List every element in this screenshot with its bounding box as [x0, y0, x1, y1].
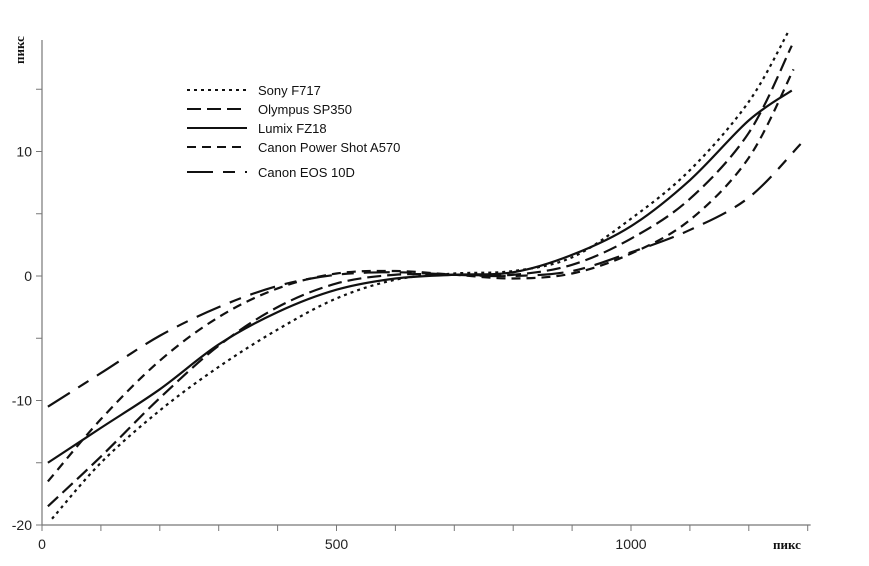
y-tick-label: 0 — [24, 268, 32, 284]
legend-label: Canon EOS 10D — [258, 165, 355, 180]
series-line-0 — [51, 30, 790, 520]
series-lines — [47, 30, 802, 520]
x-tick-label: 0 — [38, 536, 46, 552]
axes: -20 -10 0 10 0 500 1000 — [12, 40, 811, 552]
series-line-4 — [47, 143, 802, 408]
x-tick-label: 500 — [325, 536, 349, 552]
y-tick-label: -20 — [12, 517, 32, 533]
y-tick-label: -10 — [12, 393, 32, 409]
y-axis-label: пикс — [12, 36, 27, 64]
x-tick-label: 1000 — [615, 536, 646, 552]
x-axis-label: пикс — [773, 537, 801, 552]
legend-label: Olympus SP350 — [258, 102, 352, 117]
y-tick-label: 10 — [16, 144, 32, 160]
legend-label: Lumix FZ18 — [258, 121, 327, 136]
legend: Sony F717 Olympus SP350 Lumix FZ18 Canon Po… — [187, 83, 400, 180]
legend-label: Canon Power Shot A570 — [258, 140, 400, 155]
series-line-2 — [47, 89, 793, 464]
legend-label: Sony F717 — [258, 83, 321, 98]
